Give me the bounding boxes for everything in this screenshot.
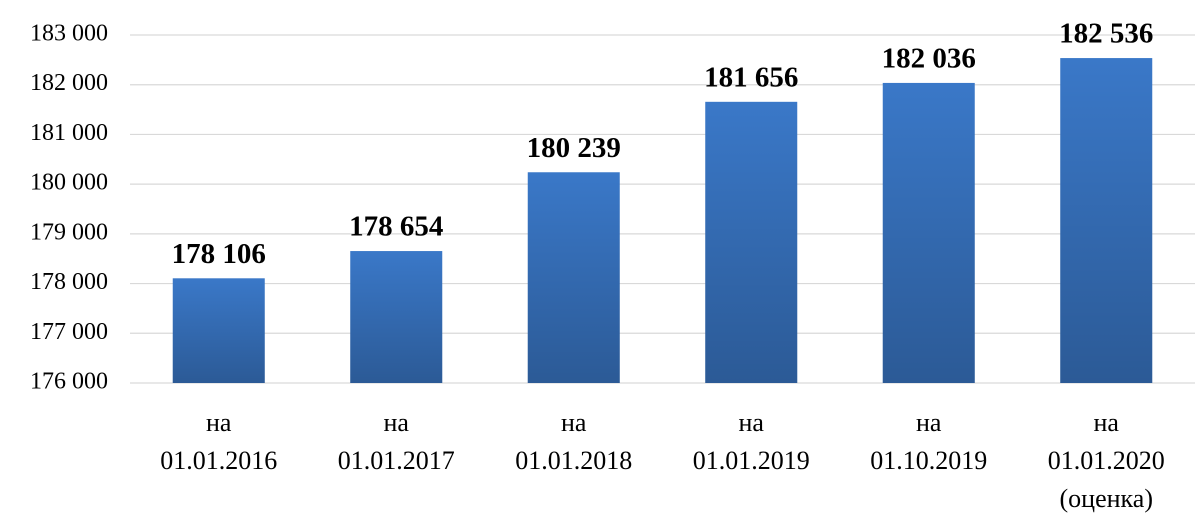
x-tick-label: на 01.01.2018	[515, 408, 632, 475]
y-tick-label: 180 000	[30, 170, 108, 196]
y-tick-label: 181 000	[30, 120, 108, 146]
x-tick-label: на 01.01.2017	[338, 408, 455, 475]
data-label: 178 106	[172, 238, 266, 270]
data-label: 182 536	[1059, 18, 1153, 50]
bar	[172, 278, 265, 383]
data-label: 178 654	[349, 211, 443, 243]
y-tick-label: 177 000	[30, 319, 108, 345]
data-label: 180 239	[527, 132, 621, 164]
bar	[705, 101, 798, 383]
bar	[1060, 58, 1153, 383]
x-tick-label: на 01.10.2019	[870, 408, 987, 475]
y-tick-label: 178 000	[30, 269, 108, 295]
y-tick-label: 179 000	[30, 219, 108, 245]
bar	[350, 251, 443, 383]
bar	[527, 172, 620, 383]
y-tick-label: 182 000	[30, 70, 108, 96]
x-tick-label: на 01.01.2019	[693, 408, 810, 475]
y-tick-label: 176 000	[30, 369, 108, 395]
bar	[882, 82, 975, 384]
y-tick-label: 183 000	[30, 21, 108, 47]
x-tick-label: на 01.01.2020 (оценка)	[1048, 408, 1165, 513]
data-label: 182 036	[882, 43, 976, 75]
x-tick-label: на 01.01.2016	[160, 408, 277, 475]
data-label: 181 656	[704, 61, 798, 93]
